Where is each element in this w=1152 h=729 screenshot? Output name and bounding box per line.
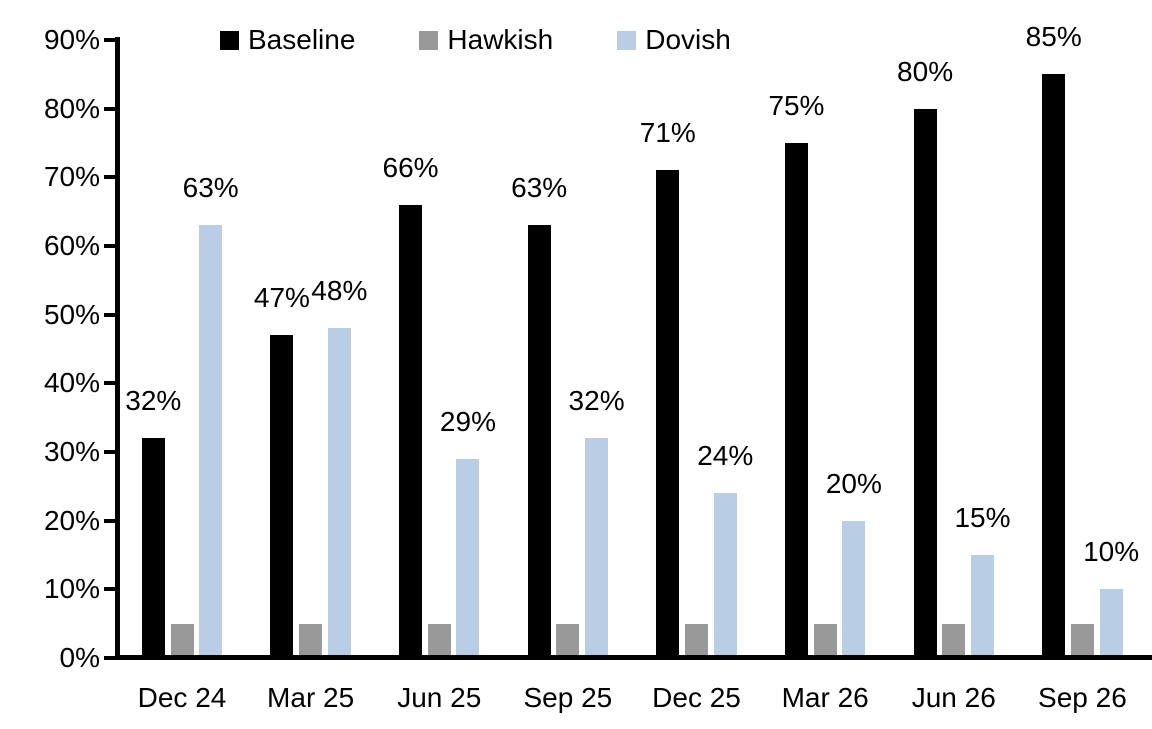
x-axis-label-mar-25: Mar 25 [267,682,355,713]
bar-dovish-dec-25 [713,493,737,658]
bar-dovish-mar-25 [327,328,351,658]
bar-baseline-jun-25 [399,204,423,658]
x-axis-line [115,655,1152,660]
y-axis-label-0: 0% [59,642,100,673]
y-tick-90 [104,38,116,42]
data-label-dovish-dec-24: 63% [182,172,239,204]
data-label-baseline-jun-25: 66% [382,151,439,183]
data-label-baseline-dec-25: 71% [639,117,696,149]
x-axis-label-jun-25: Jun 25 [397,682,482,713]
legend-swatch-hawkish-icon [419,30,439,50]
data-label-dovish-dec-25: 24% [697,440,754,472]
data-label-dovish-jun-25: 29% [439,405,496,437]
data-label-baseline-sep-25: 63% [511,172,568,204]
bar-baseline-mar-25 [270,335,294,658]
bar-dovish-dec-24 [199,225,223,658]
data-label-baseline-jun-26: 80% [897,55,954,87]
bar-baseline-dec-24 [141,438,165,658]
bar-hawkish-mar-25 [299,623,323,658]
bar-baseline-sep-26 [1042,74,1066,658]
data-label-dovish-sep-26: 10% [1083,536,1140,568]
bar-hawkish-jun-25 [427,623,451,658]
legend-label-dovish: Dovish [645,24,731,55]
data-label-baseline-mar-26: 75% [768,90,825,121]
legend-label-hawkish: Hawkish [447,24,554,55]
x-axis-label-sep-26: Sep 26 [1038,682,1127,713]
bar-dovish-sep-25 [585,438,609,658]
y-tick-80 [104,106,116,111]
y-axis-label-70: 70% [43,161,100,193]
bar-dovish-mar-26 [842,520,866,658]
y-axis-label-90: 90% [43,24,100,55]
x-axis-label-sep-25: Sep 25 [523,682,613,713]
bar-baseline-dec-25 [656,170,680,658]
bar-hawkish-sep-25 [556,623,580,658]
y-axis-label-40: 40% [43,367,100,399]
y-axis-label-50: 50% [43,298,100,330]
data-label-dovish-sep-25: 32% [568,385,625,417]
y-tick-20 [104,518,116,523]
legend-item-hawkish: Hawkish [419,24,553,56]
y-tick-0 [104,656,116,660]
legend-swatch-baseline-icon [220,30,239,50]
bar-dovish-jun-26 [970,555,994,658]
y-tick-60 [104,244,116,248]
bar-hawkish-dec-25 [685,623,709,658]
bar-baseline-jun-26 [913,108,937,658]
y-axis-label-80: 80% [43,92,100,124]
y-tick-50 [104,312,116,317]
legend-swatch-dovish-icon [617,30,637,50]
data-label-dovish-jun-26: 15% [954,502,1011,533]
bar-hawkish-jun-26 [942,623,966,658]
data-label-dovish-mar-26: 20% [825,467,882,499]
y-tick-10 [104,587,116,592]
x-axis-label-dec-25: Dec 25 [652,682,741,713]
legend-item-baseline: Baseline [220,24,355,56]
x-axis-label-dec-24: Dec 24 [137,682,227,713]
y-axis-label-20: 20% [43,504,100,536]
y-tick-30 [104,450,116,454]
y-axis-label-10: 10% [43,573,100,605]
data-label-baseline-sep-26: 85% [1025,21,1082,53]
bar-hawkish-dec-24 [170,623,194,658]
bar-hawkish-mar-26 [813,623,837,658]
bar-dovish-sep-26 [1099,589,1123,658]
legend-label-baseline: Baseline [248,24,356,55]
legend-item-dovish: Dovish [617,24,731,56]
y-tick-40 [104,381,116,386]
bar-hawkish-sep-26 [1070,623,1094,658]
data-label-baseline-dec-24: 32% [125,385,182,417]
y-axis-line [115,37,120,660]
x-axis-label-mar-26: Mar 26 [781,682,869,713]
chart-legend: Baseline Hawkish Dovish [220,22,731,58]
data-label-baseline-mar-25: 47% [253,282,310,314]
bar-baseline-mar-26 [784,143,808,658]
y-axis-label-30: 30% [43,436,100,467]
bar-dovish-jun-25 [456,458,480,658]
y-tick-70 [104,175,116,180]
data-label-dovish-mar-25: 48% [311,275,368,307]
y-axis-label-60: 60% [43,230,100,261]
bar-baseline-sep-25 [527,225,551,658]
x-axis-label-jun-26: Jun 26 [911,682,996,713]
